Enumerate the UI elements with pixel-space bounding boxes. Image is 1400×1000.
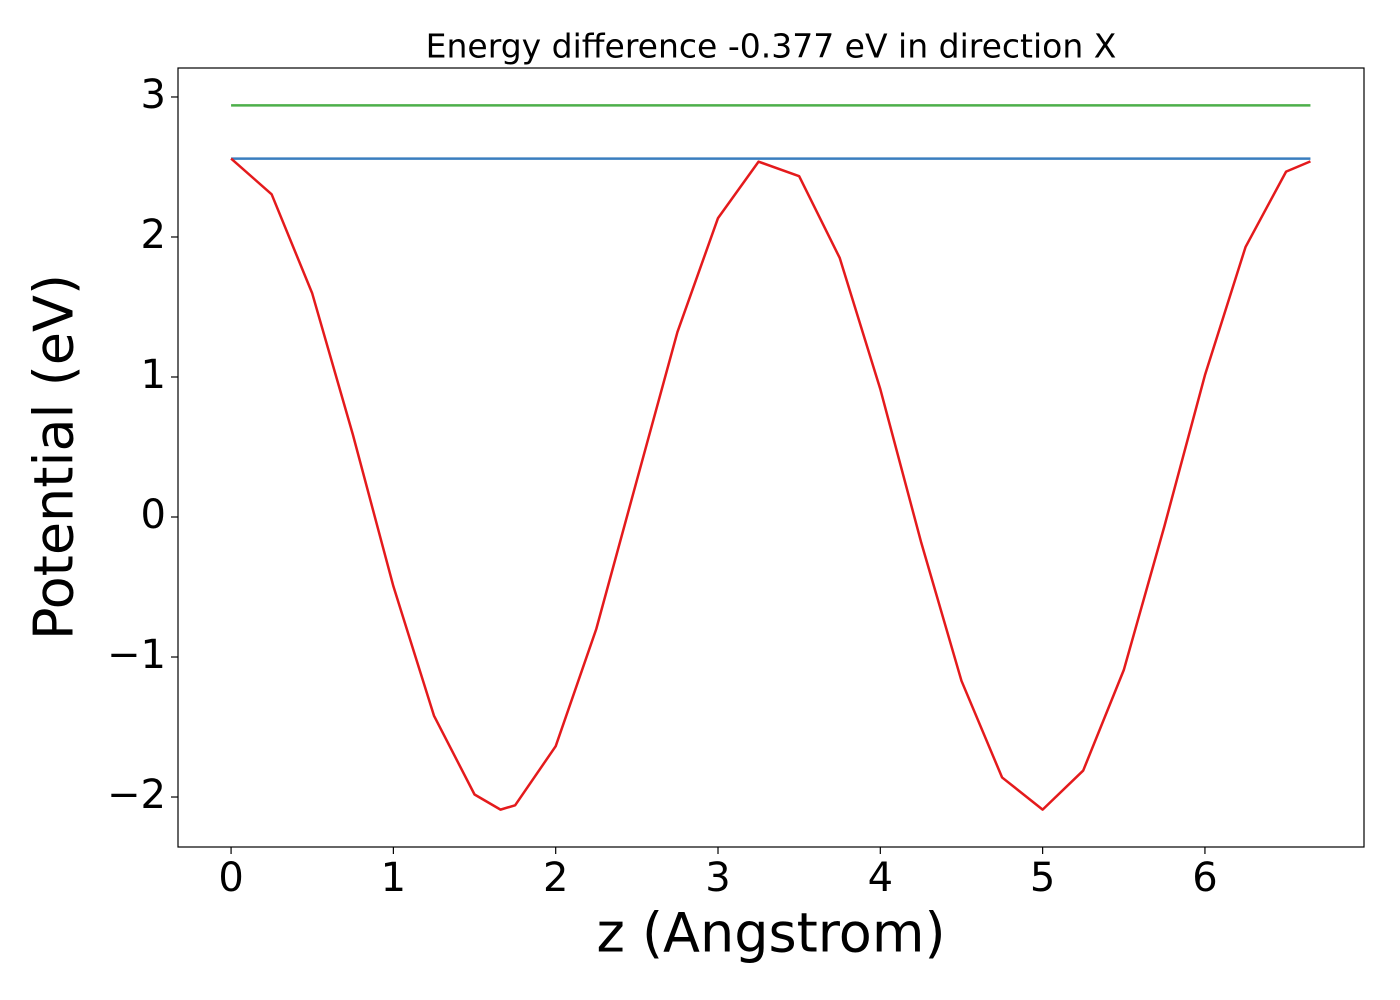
- x-tick-label: 3: [705, 855, 730, 901]
- y-tick-label: 0: [141, 492, 166, 538]
- chart-title: Energy difference -0.377 eV in direction…: [426, 27, 1117, 66]
- x-axis-label: z (Angstrom): [596, 902, 945, 965]
- series-line: [230, 157, 1311, 811]
- y-tick-label: −2: [107, 772, 166, 818]
- x-tick-label: 4: [868, 855, 893, 901]
- y-tick-label: −1: [107, 632, 166, 678]
- x-tick-label: 2: [543, 855, 568, 901]
- y-axis-label: Potential (eV): [23, 274, 86, 640]
- y-tick-label: 2: [141, 212, 166, 258]
- y-tick-label: 3: [141, 72, 166, 118]
- y-tick-label: 1: [141, 352, 166, 398]
- plot-frame: [177, 67, 1365, 848]
- x-tick-label: 1: [381, 855, 406, 901]
- x-tick-label: 0: [218, 855, 243, 901]
- x-tick-label: 5: [1030, 855, 1055, 901]
- x-tick-label: 6: [1192, 855, 1217, 901]
